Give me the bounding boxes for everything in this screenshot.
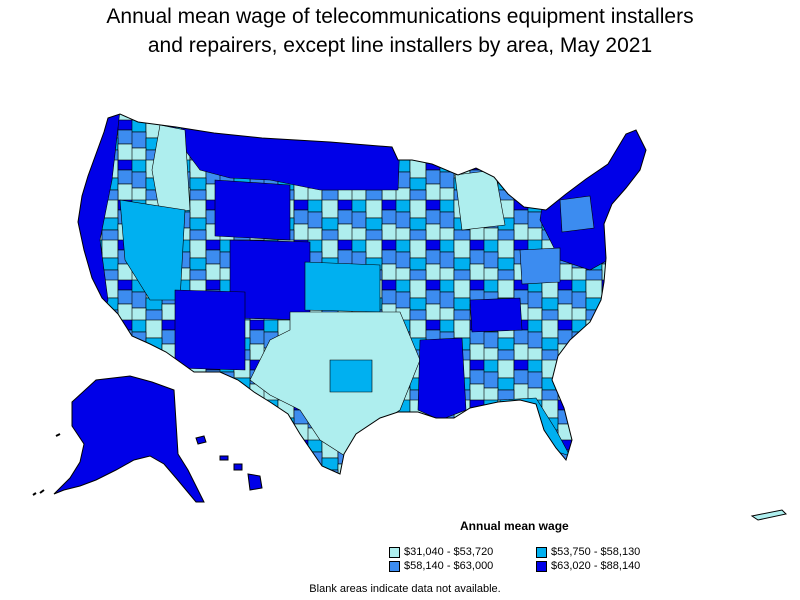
legend-swatch-4 [536,560,547,572]
footnote: Blank areas indicate data not available. [309,583,501,595]
legend-item-4: $63,020 - $88,140 [536,559,640,573]
map-title-line-1: Annual mean wage of telecommunications e… [106,5,694,28]
alaska [32,375,205,503]
legend-title: Annual mean wage [460,519,569,533]
legend-label-2: $53,750 - $58,130 [551,546,641,558]
legend-item-3: $58,140 - $63,000 [389,559,493,573]
legend-swatch-3 [389,560,400,572]
legend-swatch-2 [536,546,547,558]
legend-label-4: $63,020 - $88,140 [551,560,641,572]
map-title: Annual mean wage of telecommunications e… [0,2,800,60]
legend-swatch-1 [389,546,400,558]
legend-label-1: $31,040 - $53,720 [404,546,494,558]
legend-item-2: $53,750 - $58,130 [536,545,640,559]
legend-item-1: $31,040 - $53,720 [389,545,493,559]
puerto-rico [750,509,788,521]
map-title-line-2: and repairers, except line installers by… [147,34,653,57]
hawaii [195,435,263,491]
legend-label-3: $58,140 - $63,000 [404,560,494,572]
